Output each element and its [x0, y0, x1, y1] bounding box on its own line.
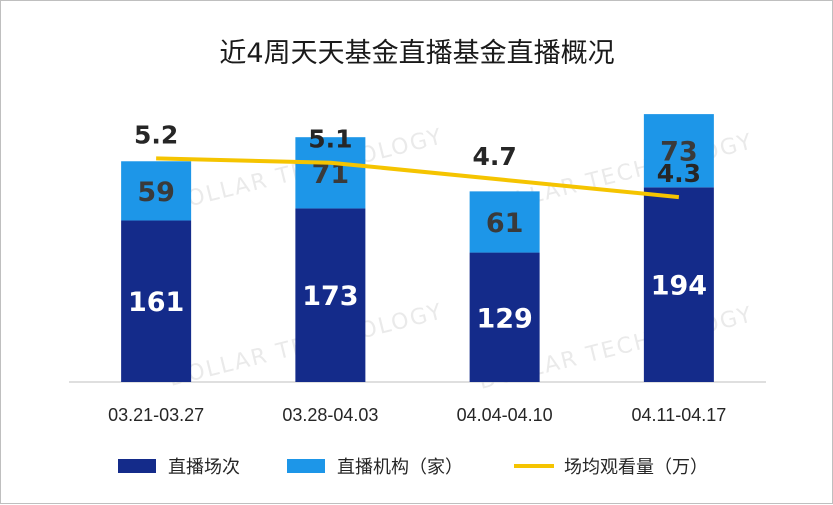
- bar-data-label: 61: [486, 208, 524, 239]
- chart-title: 近4周天天基金直播基金直播概况: [219, 38, 614, 69]
- x-tick-label: 04.11-04.17: [632, 405, 727, 425]
- bar-segment-institutions: [643, 114, 714, 188]
- bar-data-label: 73: [660, 137, 698, 168]
- line-data-label: 5.2: [134, 120, 178, 149]
- line-data-label: 4.7: [472, 142, 516, 171]
- bar-segment-sessions: [469, 252, 540, 382]
- bar-data-label: 161: [128, 287, 184, 318]
- bar-segment-sessions: [295, 208, 366, 382]
- bar-data-label: 129: [476, 303, 532, 334]
- bar-data-label: 194: [651, 271, 707, 302]
- x-tick-label: 04.04-04.10: [457, 405, 553, 425]
- line-data-label: 4.3: [657, 159, 701, 188]
- line-data-label: 5.1: [308, 125, 352, 154]
- avg-views-line: [156, 156, 680, 200]
- x-tick-label: 03.28-04.03: [282, 405, 378, 425]
- bar-segment-sessions: [643, 187, 714, 382]
- legend-label: 直播机构（家）: [337, 457, 463, 478]
- bar-segment-institutions: [469, 191, 540, 253]
- legend-swatch: [287, 459, 325, 473]
- legend-label: 直播场次: [168, 457, 240, 478]
- bar-data-label: 173: [302, 281, 358, 312]
- legend-label: 场均观看量（万）: [564, 457, 708, 478]
- bar-data-label: 59: [137, 177, 175, 208]
- bar-segment-institutions: [295, 137, 366, 209]
- bar-segment-institutions: [121, 161, 192, 221]
- legend-swatch: [118, 459, 156, 473]
- bar-segment-sessions: [121, 220, 192, 382]
- x-tick-label: 03.21-03.27: [108, 405, 204, 425]
